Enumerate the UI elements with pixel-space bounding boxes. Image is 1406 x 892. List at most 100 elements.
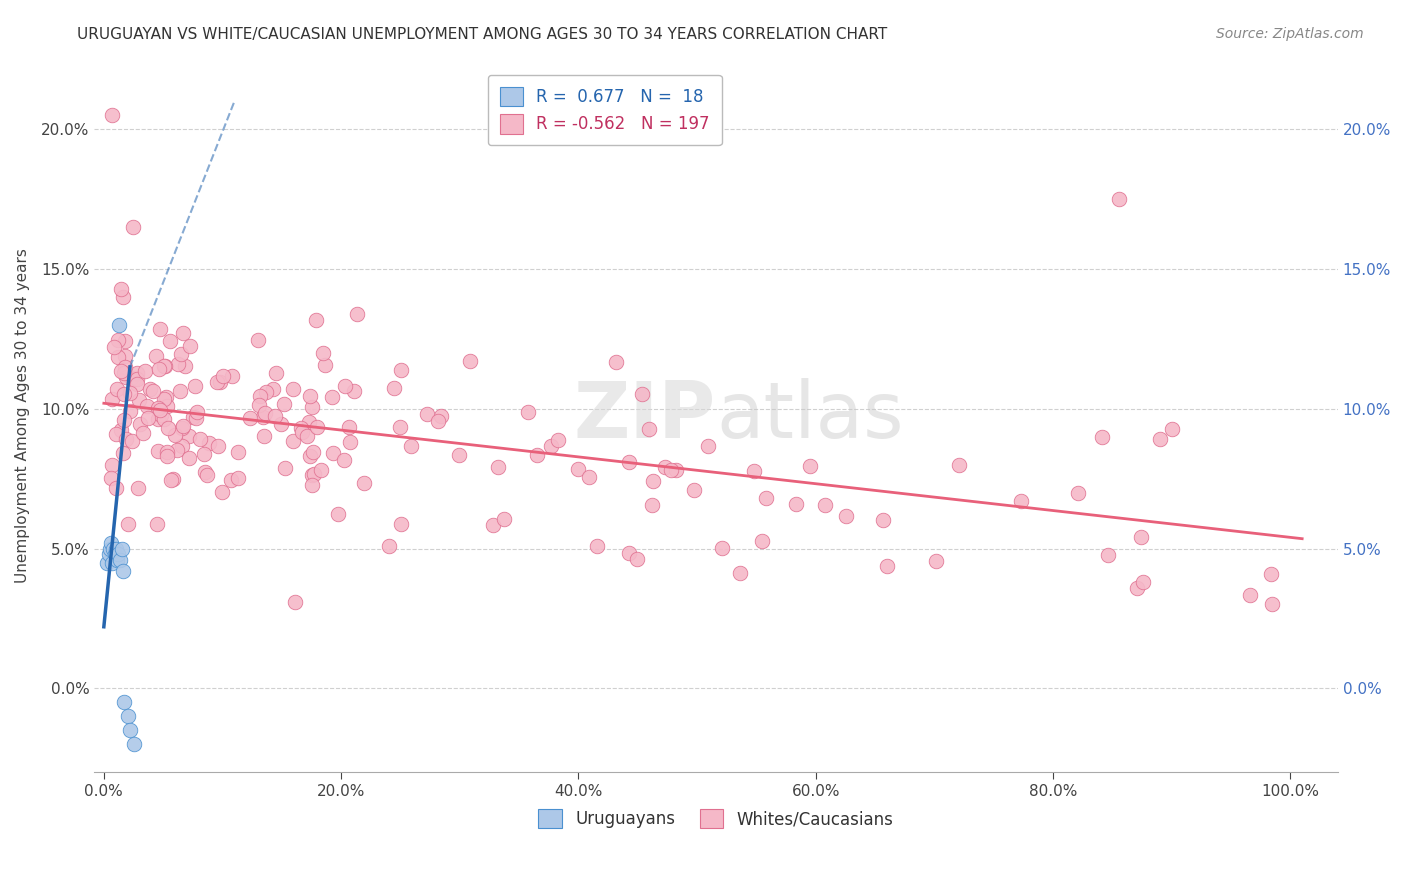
Point	[149, 403, 172, 417]
Point	[118, 404, 141, 418]
Point	[298, 415, 321, 429]
Legend: Uruguayans, Whites/Caucasians: Uruguayans, Whites/Caucasians	[531, 803, 900, 835]
Point	[136, 411, 159, 425]
Point	[112, 367, 135, 381]
Point	[163, 427, 186, 442]
Text: atlas: atlas	[716, 378, 904, 454]
Point	[751, 533, 773, 548]
Point	[100, 536, 122, 550]
Point	[264, 367, 287, 381]
Point	[312, 346, 335, 360]
Point	[170, 347, 193, 361]
Point	[146, 411, 169, 425]
Point	[179, 339, 201, 353]
Point	[659, 463, 682, 477]
Point	[273, 397, 295, 411]
Point	[799, 459, 821, 474]
Point	[249, 389, 271, 403]
Point	[107, 333, 129, 347]
Point	[309, 463, 332, 477]
Point	[103, 547, 125, 561]
Point	[262, 382, 284, 396]
Point	[146, 444, 169, 458]
Point	[617, 546, 640, 560]
Point	[281, 434, 304, 448]
Point	[1161, 421, 1184, 435]
Point	[193, 465, 215, 479]
Point	[104, 541, 127, 556]
Point	[567, 462, 589, 476]
Point	[322, 446, 344, 460]
Point	[301, 401, 323, 415]
Point	[149, 322, 172, 336]
Point	[112, 446, 135, 460]
Point	[117, 516, 139, 531]
Point	[1239, 588, 1261, 602]
Point	[142, 384, 165, 398]
Point	[301, 478, 323, 492]
Point	[111, 290, 134, 304]
Point	[118, 386, 141, 401]
Point	[578, 470, 600, 484]
Point	[353, 476, 375, 491]
Point	[925, 554, 948, 568]
Point	[226, 444, 249, 458]
Text: Source: ZipAtlas.com: Source: ZipAtlas.com	[1216, 27, 1364, 41]
Point	[100, 392, 122, 406]
Point	[298, 449, 321, 463]
Point	[207, 439, 229, 453]
Point	[284, 595, 307, 609]
Point	[172, 418, 194, 433]
Point	[103, 541, 125, 556]
Point	[246, 333, 269, 347]
Point	[114, 350, 136, 364]
Point	[626, 552, 648, 566]
Point	[156, 399, 179, 413]
Point	[157, 421, 180, 435]
Point	[617, 455, 640, 469]
Point	[155, 390, 177, 404]
Point	[110, 364, 132, 378]
Point	[125, 376, 148, 391]
Point	[426, 414, 449, 428]
Point	[122, 371, 145, 385]
Point	[153, 412, 176, 426]
Point	[494, 511, 516, 525]
Point	[526, 448, 548, 462]
Point	[186, 405, 208, 419]
Point	[179, 429, 201, 443]
Point	[195, 467, 218, 482]
Point	[291, 425, 314, 440]
Point	[540, 439, 562, 453]
Point	[105, 427, 128, 442]
Point	[711, 541, 734, 555]
Point	[1108, 192, 1130, 206]
Point	[121, 434, 143, 448]
Point	[333, 453, 356, 467]
Point	[118, 723, 141, 738]
Point	[193, 447, 215, 461]
Point	[948, 458, 970, 473]
Point	[263, 409, 285, 423]
Point	[107, 350, 129, 364]
Point	[295, 428, 318, 442]
Point	[114, 360, 136, 375]
Point	[153, 359, 176, 373]
Point	[1261, 598, 1284, 612]
Point	[101, 556, 124, 570]
Point	[321, 390, 343, 404]
Point	[239, 411, 262, 425]
Point	[337, 420, 360, 434]
Point	[105, 382, 128, 396]
Point	[197, 436, 219, 450]
Point	[148, 362, 170, 376]
Point	[169, 384, 191, 398]
Point	[170, 421, 193, 435]
Point	[835, 509, 858, 524]
Point	[159, 334, 181, 348]
Point	[378, 539, 401, 553]
Point	[174, 359, 197, 373]
Point	[586, 539, 609, 553]
Point	[696, 439, 718, 453]
Point	[96, 556, 118, 570]
